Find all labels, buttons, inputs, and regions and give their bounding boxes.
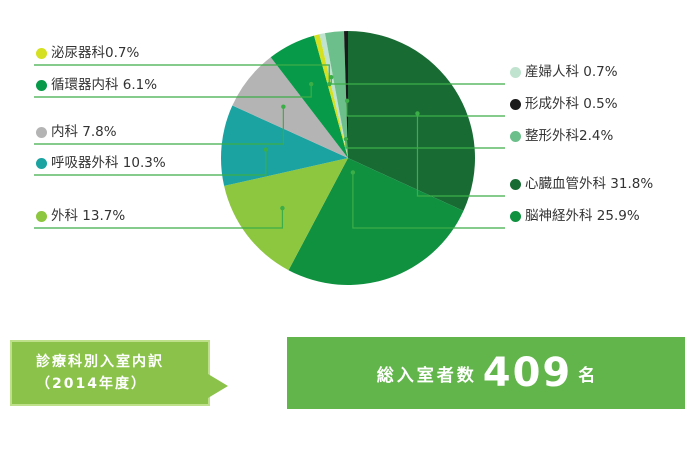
slice-label-text: 循環器内科 6.1% — [51, 77, 158, 93]
caption-pointer — [208, 374, 228, 398]
leader-anchor — [280, 205, 285, 211]
slice-label-text: 形成外科 0.5% — [525, 96, 618, 112]
legend-dot-icon — [36, 157, 47, 169]
caption-year: （2014年度） — [36, 376, 147, 392]
leader-anchor — [327, 81, 332, 87]
total-admissions-box: 総入室者数 409 名 — [287, 337, 685, 409]
slice-label: 外科 13.7% — [36, 208, 125, 224]
slice-label-text: 産婦人科 0.7% — [525, 64, 618, 80]
slice-label: 呼吸器外科 10.3% — [36, 155, 166, 171]
slice-label-text: 外科 13.7% — [51, 208, 126, 224]
pie-slice — [232, 57, 348, 158]
total-label: 総入室者数 — [376, 365, 477, 386]
pie-slice — [288, 158, 464, 286]
leader-anchor — [308, 81, 314, 87]
slice-label: 循環器内科 6.1% — [36, 77, 157, 93]
legend-dot-icon — [36, 126, 47, 138]
leader-anchor — [344, 98, 350, 104]
slice-label-text: 心臓血管外科 31.8% — [525, 176, 654, 192]
leader-line — [34, 149, 267, 176]
legend-dot-icon — [510, 98, 521, 110]
legend-dot-icon — [36, 210, 47, 222]
caption-title: 診療科別入室内訳 — [36, 354, 164, 370]
legend-dot-icon — [510, 210, 521, 222]
slice-label: 産婦人科 0.7% — [510, 64, 618, 80]
slice-label-text: 脳神経外科 25.9% — [525, 208, 640, 224]
leader-anchor — [329, 74, 334, 80]
legend-dot-icon — [510, 130, 521, 142]
leader-line — [346, 100, 505, 117]
leader-line — [352, 172, 505, 229]
leader-line — [34, 84, 312, 98]
slice-label: 整形外科2.4% — [510, 128, 613, 144]
leader-anchor — [415, 111, 420, 116]
slice-label: 脳神経外科 25.9% — [510, 208, 640, 224]
legend-dot-icon — [36, 79, 47, 91]
leader-line — [330, 77, 505, 85]
pie-slice — [344, 31, 348, 158]
leader-anchor — [350, 170, 356, 175]
slice-label: 心臓血管外科 31.8% — [510, 176, 653, 192]
slice-label: 泌尿器科0.7% — [36, 45, 139, 61]
slice-label: 内科 7.8% — [36, 124, 117, 140]
leader-line — [34, 106, 284, 145]
leader-anchor — [281, 104, 286, 109]
pie-slice — [324, 31, 348, 159]
chart-caption: 診療科別入室内訳 （2014年度） — [10, 340, 210, 406]
slice-label-text: 泌尿器科0.7% — [51, 45, 140, 61]
legend-dot-icon — [510, 178, 521, 190]
legend-dot-icon — [36, 47, 47, 59]
leader-anchor — [263, 147, 269, 152]
total-value: 409 — [482, 350, 573, 396]
legend-dot-icon — [510, 66, 521, 78]
pie-slice — [348, 31, 475, 211]
slice-label-text: 整形外科2.4% — [525, 128, 614, 144]
slice-label: 形成外科 0.5% — [510, 96, 618, 112]
leader-line — [416, 113, 505, 197]
leader-line — [345, 139, 505, 149]
pie-slice — [221, 105, 348, 186]
slice-label-text: 呼吸器外科 10.3% — [51, 155, 166, 171]
leader-anchor — [343, 136, 349, 142]
pie-slice — [224, 158, 348, 271]
total-unit: 名 — [578, 365, 596, 386]
pie-slice — [319, 33, 348, 158]
leader-line — [34, 208, 284, 229]
slice-label-text: 内科 7.8% — [51, 124, 117, 140]
